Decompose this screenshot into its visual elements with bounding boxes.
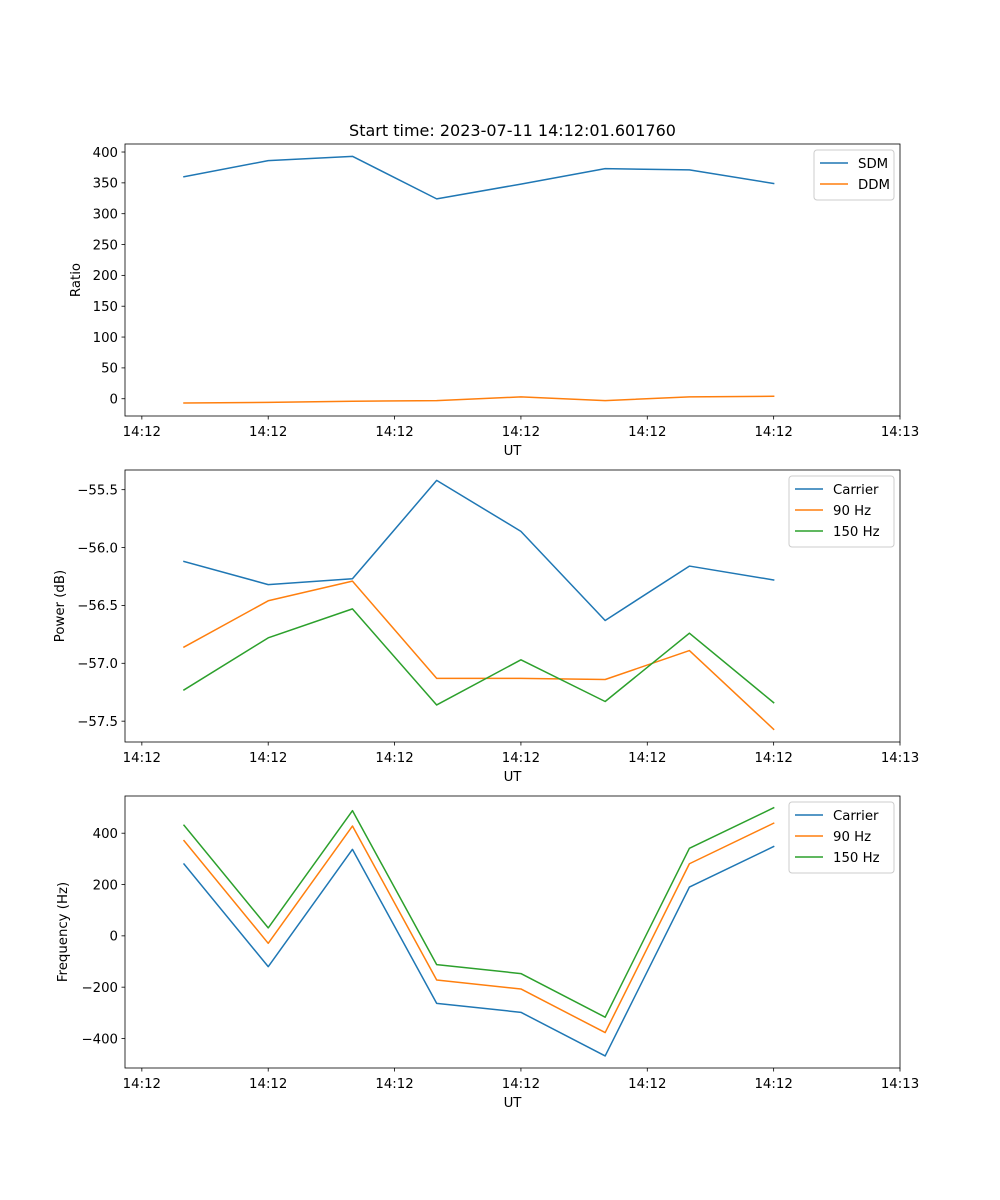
power-x-tick-label: 14:12 xyxy=(754,751,792,766)
ratio-series-line-ddm xyxy=(183,395,775,404)
ratio-x-tick-label: 14:12 xyxy=(754,425,792,440)
ratio-axes-frame xyxy=(124,143,901,417)
frequency-axes-frame xyxy=(124,795,901,1069)
frequency-y-tick-label: −400 xyxy=(81,1032,118,1047)
frequency-series-line-150-hz xyxy=(182,806,775,1018)
ratio-y-tick-label: 150 xyxy=(93,300,118,315)
power-x-tick-label: 14:12 xyxy=(628,751,666,766)
ratio-y-tick-label: 200 xyxy=(93,269,118,284)
power-legend-box xyxy=(788,475,895,548)
frequency-x-axis-label: UT xyxy=(504,1096,523,1111)
frequency-y-axis-label: Frequency (Hz) xyxy=(56,882,71,982)
frequency-x-tick-label: 14:12 xyxy=(249,1077,287,1092)
frequency-legend-label: 90 Hz xyxy=(833,830,871,845)
frequency-y-tick-label: 0 xyxy=(110,930,118,945)
ratio-series-line-sdm xyxy=(183,155,775,200)
ratio-y-tick-label: 0 xyxy=(110,393,118,408)
frequency-legend: Carrier 90 Hz 150 Hz xyxy=(788,801,895,874)
frequency-legend-label: 150 Hz xyxy=(833,851,880,866)
ratio-x-tick-label: 14:12 xyxy=(502,425,540,440)
power-y-tick-label: −57.5 xyxy=(77,715,118,730)
power-y-axis-label: Power (dB) xyxy=(53,570,68,642)
ratio-y-tick-label: 50 xyxy=(101,362,118,377)
frequency-series-line-90-hz xyxy=(182,822,775,1034)
frequency-y-tick-label: 400 xyxy=(93,827,118,842)
ratio-y-tick-label: 300 xyxy=(93,207,118,222)
power-x-tick-label: 14:12 xyxy=(375,751,413,766)
frequency-legend-label: Carrier xyxy=(833,809,879,824)
power-legend: Carrier 90 Hz 150 Hz xyxy=(788,475,895,548)
frequency-x-tick-label: 14:12 xyxy=(628,1077,666,1092)
frequency-x-tick-label: 14:12 xyxy=(502,1077,540,1092)
frequency-x-tick-label: 14:12 xyxy=(375,1077,413,1092)
power-series-line-90-hz xyxy=(182,580,775,731)
ratio-y-tick-label: 350 xyxy=(93,177,118,192)
power-y-tick-label: −56.5 xyxy=(77,599,118,614)
power-y-tick-label: −57.0 xyxy=(77,657,118,672)
power-y-tick-label: −55.5 xyxy=(77,483,118,498)
ratio-y-tick-label: 400 xyxy=(93,146,118,161)
ratio-y-axis-label: Ratio xyxy=(69,263,84,297)
ratio-panel: 14:12 14:12 14:12 14:12 14:12 14:12 14:13 0 50 10… xyxy=(69,143,919,459)
ratio-legend: SDM DDM xyxy=(813,149,895,201)
frequency-y-tick-label: 200 xyxy=(93,878,118,893)
power-x-tick-label: 14:12 xyxy=(502,751,540,766)
ratio-x-tick-label: 14:13 xyxy=(881,425,919,440)
power-axes-frame xyxy=(124,469,901,743)
frequency-y-tick-label: −200 xyxy=(81,981,118,996)
power-x-axis-label: UT xyxy=(504,770,523,785)
power-x-tick-label: 14:12 xyxy=(249,751,287,766)
ratio-x-tick-label: 14:12 xyxy=(123,425,161,440)
power-legend-label: 150 Hz xyxy=(833,525,880,540)
frequency-x-tick-label: 14:13 xyxy=(881,1077,919,1092)
power-x-tick-label: 14:13 xyxy=(881,751,919,766)
ratio-legend-label: SDM xyxy=(858,157,888,172)
frequency-panel: 14:12 14:12 14:12 14:12 14:12 14:12 14:13 −400 −… xyxy=(56,795,919,1111)
power-legend-label: Carrier xyxy=(833,483,879,498)
power-series-line-carrier xyxy=(183,479,775,622)
power-series-line-150-hz xyxy=(182,608,775,706)
ratio-y-tick-label: 250 xyxy=(93,238,118,253)
power-x-tick-label: 14:12 xyxy=(123,751,161,766)
ratio-legend-label: DDM xyxy=(858,178,890,193)
frequency-legend-box xyxy=(788,801,895,874)
ratio-x-tick-label: 14:12 xyxy=(375,425,413,440)
figure-title: Start time: 2023-07-11 14:12:01.601760 xyxy=(349,121,676,140)
frequency-series-line-carrier xyxy=(182,845,775,1057)
power-legend-label: 90 Hz xyxy=(833,504,871,519)
frequency-x-tick-label: 14:12 xyxy=(754,1077,792,1092)
ratio-x-axis-label: UT xyxy=(504,444,523,459)
ratio-y-tick-label: 100 xyxy=(93,331,118,346)
power-y-tick-label: −56.0 xyxy=(77,541,118,556)
power-panel: 14:12 14:12 14:12 14:12 14:12 14:12 14:13 −57.5… xyxy=(53,469,919,785)
ratio-x-tick-label: 14:12 xyxy=(249,425,287,440)
ratio-x-tick-label: 14:12 xyxy=(628,425,666,440)
frequency-x-tick-label: 14:12 xyxy=(123,1077,161,1092)
